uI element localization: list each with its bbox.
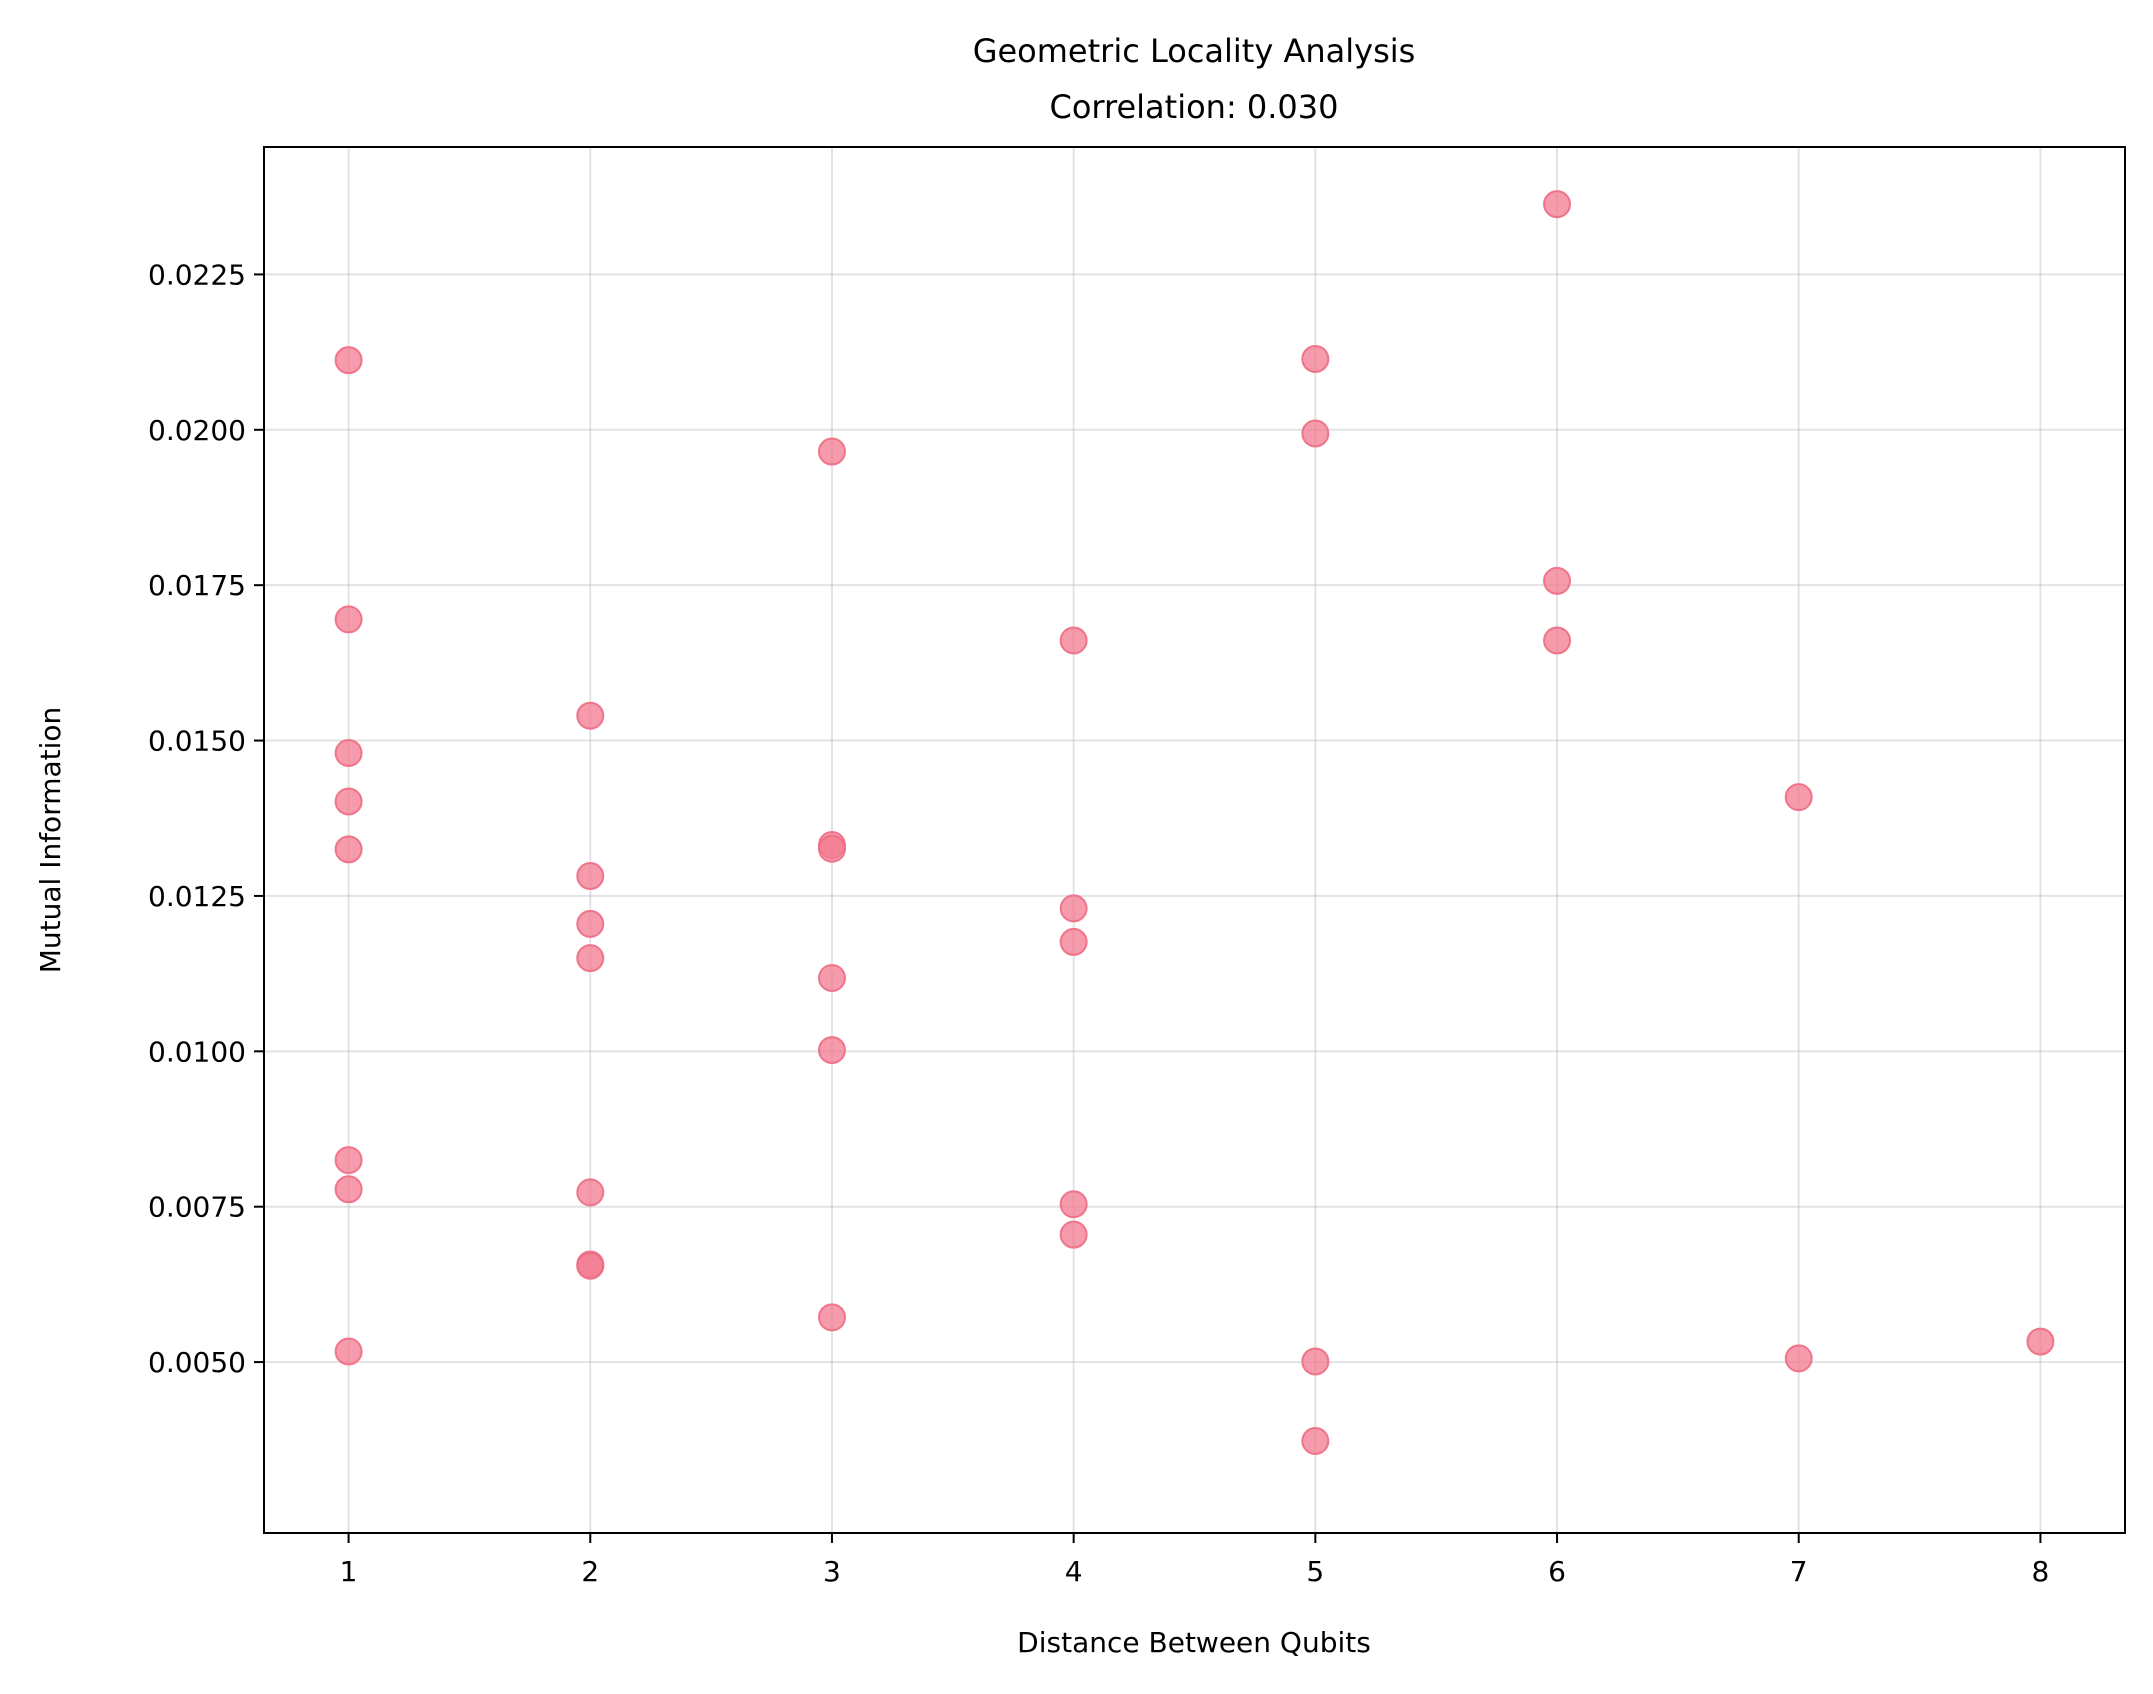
y-tick-label: 0.0050 — [148, 1346, 246, 1379]
data-point — [1059, 894, 1088, 923]
data-points — [334, 190, 2055, 1456]
data-point — [576, 1251, 605, 1280]
data-point — [576, 862, 605, 891]
data-point — [334, 1146, 363, 1175]
data-point — [817, 834, 846, 863]
data-point — [1543, 190, 1572, 219]
data-point — [334, 1337, 363, 1366]
data-point — [1543, 566, 1572, 595]
data-point — [1301, 344, 1330, 373]
data-point — [817, 437, 846, 466]
x-axis-ticks: 1 2 3 4 5 6 7 8 — [340, 1533, 2049, 1588]
plot-frame — [263, 146, 2126, 1534]
x-tick-label: 5 — [1306, 1555, 1324, 1588]
data-point — [817, 1036, 846, 1065]
x-tick-label: 6 — [1548, 1555, 1566, 1588]
x-tick-label: 4 — [1065, 1555, 1083, 1588]
y-tick-label: 0.0150 — [148, 725, 246, 758]
data-point — [1301, 1347, 1330, 1376]
y-tick-label: 0.0100 — [148, 1035, 246, 1068]
y-tick-label: 0.0225 — [148, 258, 246, 291]
data-point — [334, 835, 363, 864]
data-point — [1059, 626, 1088, 655]
y-axis-ticks: 0.0050 0.0075 0.0100 0.0125 0.0150 0.0175 0.02… — [148, 258, 264, 1379]
x-tick-label: 3 — [823, 1555, 841, 1588]
data-point — [576, 944, 605, 973]
data-point — [334, 605, 363, 634]
data-point — [1784, 1344, 1813, 1373]
data-point — [1059, 1190, 1088, 1219]
chart-subtitle: Correlation: 0.030 — [1049, 88, 1338, 126]
data-point — [2026, 1327, 2055, 1356]
y-tick-label: 0.0125 — [148, 880, 246, 913]
data-point — [1301, 419, 1330, 448]
data-point — [576, 1178, 605, 1207]
x-axis-label: Distance Between Qubits — [1017, 1626, 1371, 1659]
data-point — [817, 963, 846, 992]
data-point — [1784, 783, 1813, 812]
grid-lines — [264, 147, 2125, 1533]
y-tick-label: 0.0200 — [148, 414, 246, 447]
x-tick-label: 1 — [340, 1555, 358, 1588]
chart-title: Geometric Locality Analysis — [973, 32, 1416, 70]
data-point — [334, 787, 363, 816]
y-tick-label: 0.0075 — [148, 1191, 246, 1224]
x-tick-label: 2 — [581, 1555, 599, 1588]
data-point — [1059, 1220, 1088, 1249]
data-point — [576, 909, 605, 938]
x-tick-label: 7 — [1790, 1555, 1808, 1588]
x-tick-label: 8 — [2031, 1555, 2049, 1588]
data-point — [1059, 927, 1088, 956]
data-point — [1543, 626, 1572, 655]
data-point — [334, 1175, 363, 1204]
y-axis-label: Mutual Information — [34, 707, 67, 974]
data-point — [576, 701, 605, 730]
data-point — [334, 346, 363, 375]
data-point — [817, 1303, 846, 1332]
data-point — [334, 738, 363, 767]
data-point — [1301, 1427, 1330, 1456]
y-tick-label: 0.0175 — [148, 569, 246, 602]
